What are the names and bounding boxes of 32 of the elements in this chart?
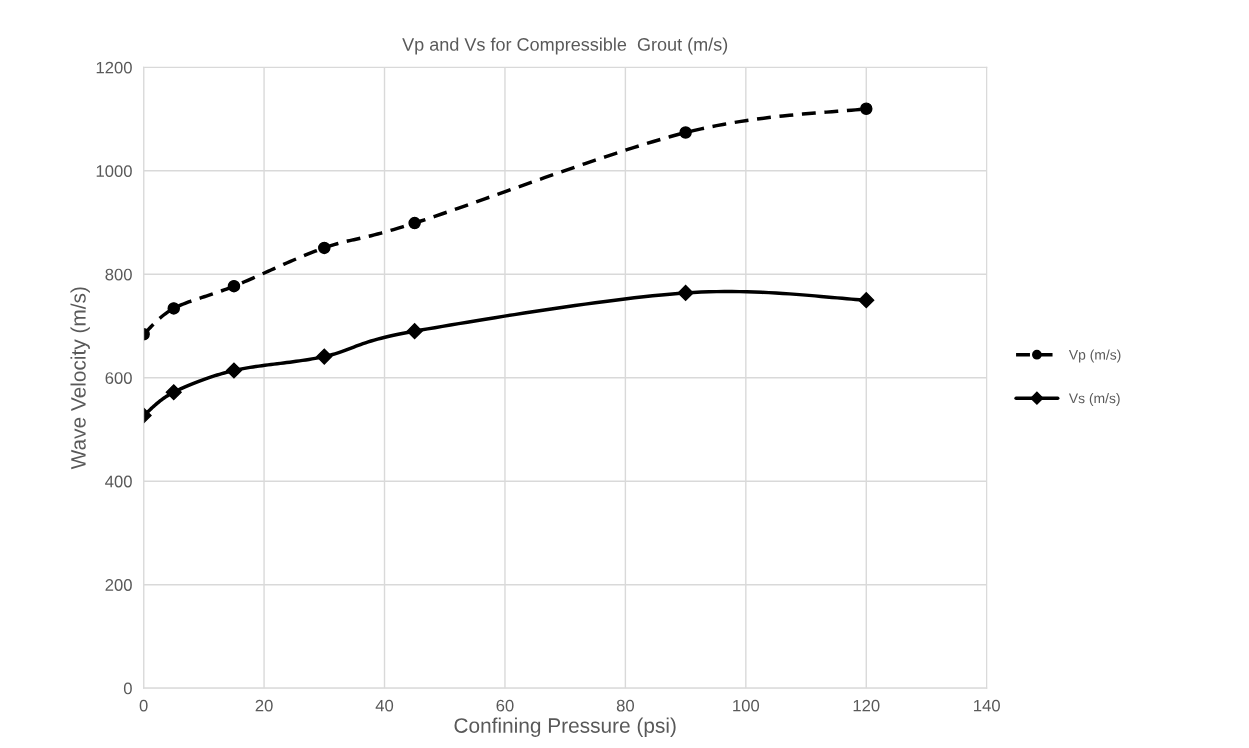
point [165, 384, 182, 401]
point [167, 302, 180, 315]
y-axis-title: Wave Velocity (m/s) [70, 287, 90, 470]
y-tick-label: 1200 [96, 61, 132, 74]
x-tick-label: 60 [496, 699, 514, 712]
point [858, 292, 875, 309]
point [860, 102, 873, 115]
x-axis-title: Confining Pressure (psi) [454, 717, 676, 738]
y-tick-label: 0 [123, 682, 132, 695]
y-tick-label: 600 [105, 372, 132, 384]
legend-label: Vs (m/s) [1068, 393, 1120, 406]
x-tick-label: 0 [139, 699, 148, 712]
legend-label: Vp (m/s) [1068, 349, 1121, 363]
x-tick-label: 20 [255, 699, 273, 712]
point [318, 241, 331, 255]
point [225, 362, 243, 379]
y-tick-label: 1000 [96, 165, 132, 177]
point [316, 348, 333, 365]
x-tick-label: 80 [616, 699, 635, 712]
y-tick-label: 400 [105, 475, 132, 488]
x-tick-label: 100 [733, 699, 760, 712]
x-tick-label: 120 [853, 699, 880, 712]
chart-title: Vp and Vs for Compressible Grout (m/s) [402, 37, 728, 55]
point [227, 279, 241, 293]
y-tick-label: 200 [105, 579, 132, 591]
x-tick-label: 40 [375, 699, 394, 712]
point [679, 126, 692, 139]
point [408, 216, 421, 230]
y-tick-label: 800 [105, 268, 132, 281]
point [406, 323, 423, 340]
x-tick-label: 140 [974, 699, 1000, 712]
point [677, 284, 694, 301]
